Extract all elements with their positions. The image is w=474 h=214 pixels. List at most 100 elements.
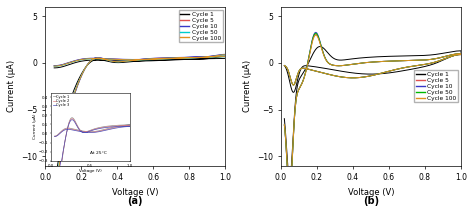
Cycle 50 [329,64,335,66]
Cycle 50 [202,56,208,59]
Cycle 50 [449,55,455,58]
Line: Cycle 1: Cycle 1 [284,46,461,179]
Cycle 100 [127,58,132,61]
Cycle 50 [287,193,292,195]
Cycle 50 [313,32,319,35]
Cycle 10 [51,199,57,202]
Cycle 10 [287,193,292,196]
Cycle 50 [158,58,164,61]
Cycle 5 [329,64,335,66]
Cycle 1 [449,55,455,58]
Cycle 5 [190,56,196,59]
Cycle 10 [282,64,287,67]
Cycle 10 [436,57,441,59]
X-axis label: Voltage (V): Voltage (V) [347,188,394,197]
Cycle 1 [190,58,196,61]
Cycle 100 [202,56,208,59]
Cycle 100 [436,57,441,59]
Cycle 1 [401,55,407,57]
Text: (b): (b) [363,196,379,206]
Cycle 50 [401,59,407,62]
Cycle 100 [342,64,347,67]
Cycle 50 [51,65,57,68]
Cycle 100 [223,54,228,56]
Cycle 100 [441,58,447,60]
Cycle 100 [329,64,335,66]
Cycle 50 [441,58,447,60]
Legend: Cycle 1, Cycle 5, Cycle 10, Cycle 50, Cycle 100: Cycle 1, Cycle 5, Cycle 10, Cycle 50, Cy… [414,70,458,103]
Cycle 100 [449,55,455,58]
Cycle 10 [282,124,287,126]
Cycle 10 [127,58,132,61]
Cycle 50 [86,61,92,64]
Cycle 100 [282,64,287,67]
Cycle 5 [127,58,132,61]
Cycle 10 [190,56,196,59]
Cycle 50 [282,124,287,126]
Cycle 100 [86,61,92,64]
Cycle 100 [287,191,292,193]
Cycle 1 [329,56,335,58]
Cycle 5 [342,64,347,67]
Cycle 1 [86,62,92,65]
Line: Cycle 5: Cycle 5 [54,55,226,198]
Cycle 1 [287,177,292,180]
Line: Cycle 10: Cycle 10 [54,54,226,200]
Cycle 5 [441,58,447,60]
Cycle 1 [282,64,287,67]
Line: Cycle 10: Cycle 10 [284,32,461,195]
Cycle 1 [436,53,441,55]
Cycle 10 [51,64,57,67]
Cycle 5 [282,64,287,67]
Cycle 1 [223,55,228,58]
Cycle 5 [436,57,441,59]
Cycle 100 [51,194,57,196]
Cycle 1 [120,60,126,62]
Text: (a): (a) [128,196,143,206]
Cycle 100 [313,34,319,36]
Cycle 10 [223,53,228,56]
Cycle 50 [342,64,347,67]
Cycle 100 [190,56,196,59]
Cycle 10 [441,58,447,60]
Cycle 5 [313,33,319,36]
Cycle 5 [202,56,208,58]
Cycle 100 [120,58,126,61]
Y-axis label: Current (μA): Current (μA) [243,60,252,112]
Cycle 5 [120,58,126,61]
Cycle 50 [282,64,287,67]
Cycle 1 [317,45,323,48]
Cycle 10 [158,57,164,60]
Cycle 1 [127,60,132,62]
Cycle 10 [449,55,455,58]
Cycle 5 [449,55,455,58]
X-axis label: Voltage (V): Voltage (V) [112,188,158,197]
Cycle 10 [342,64,347,67]
Cycle 50 [127,59,132,61]
Cycle 100 [51,65,57,67]
Line: Cycle 5: Cycle 5 [284,34,461,193]
Cycle 1 [158,59,164,62]
Cycle 1 [51,181,57,184]
Cycle 10 [86,61,92,64]
Cycle 5 [287,192,292,194]
Cycle 100 [158,58,164,60]
Line: Cycle 1: Cycle 1 [54,56,226,183]
Legend: Cycle 1, Cycle 5, Cycle 10, Cycle 50, Cycle 100: Cycle 1, Cycle 5, Cycle 10, Cycle 50, Cy… [179,10,222,42]
Cycle 50 [120,58,126,61]
Line: Cycle 50: Cycle 50 [54,55,226,193]
Cycle 50 [436,57,441,59]
Cycle 1 [282,117,287,120]
Cycle 50 [190,56,196,59]
Cycle 10 [401,59,407,62]
Line: Cycle 100: Cycle 100 [54,55,226,195]
Cycle 50 [51,191,57,194]
Cycle 5 [51,197,57,200]
Cycle 100 [401,59,407,62]
Cycle 5 [223,53,228,56]
Cycle 50 [223,54,228,56]
Cycle 10 [202,55,208,58]
Cycle 5 [86,61,92,64]
Cycle 10 [313,31,319,34]
Cycle 10 [329,64,335,66]
